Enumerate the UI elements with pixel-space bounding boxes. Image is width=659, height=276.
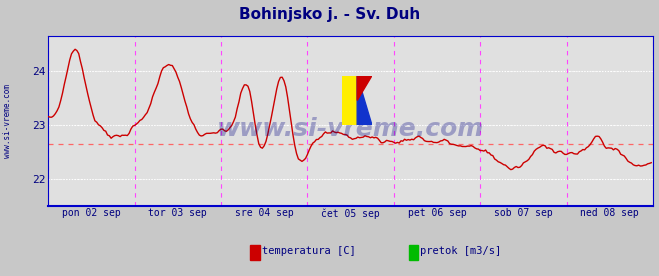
Text: www.si-vreme.com: www.si-vreme.com xyxy=(217,117,484,141)
Text: temperatura [C]: temperatura [C] xyxy=(262,246,356,256)
Bar xyxy=(343,76,357,125)
Text: pretok [m3/s]: pretok [m3/s] xyxy=(420,246,501,256)
Polygon shape xyxy=(357,76,372,100)
Text: Bohinjsko j. - Sv. Duh: Bohinjsko j. - Sv. Duh xyxy=(239,7,420,22)
Polygon shape xyxy=(357,76,372,125)
Text: www.si-vreme.com: www.si-vreme.com xyxy=(3,84,12,158)
